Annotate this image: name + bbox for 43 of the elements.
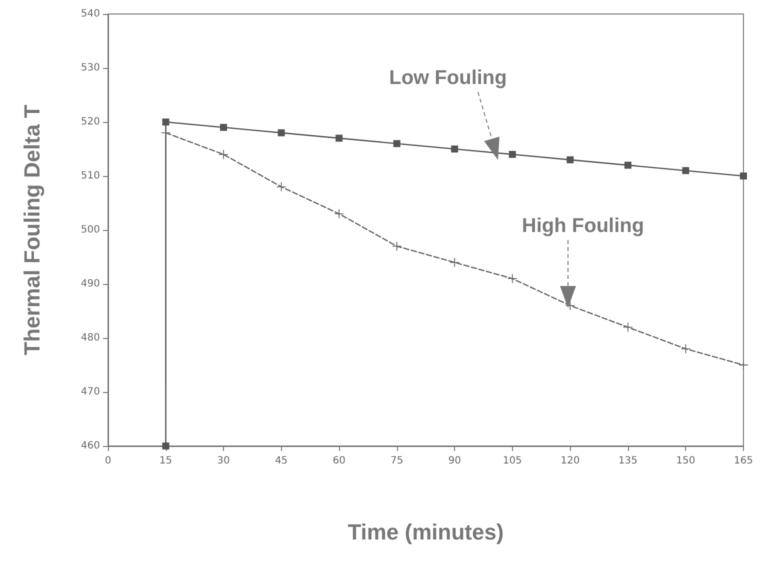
point <box>276 182 286 192</box>
y-axis-title: Thermal Fouling Delta T <box>20 104 44 356</box>
x-tick-label: 45 <box>274 456 288 466</box>
point <box>278 129 285 136</box>
point <box>740 172 747 180</box>
y-tick-label: 510 <box>80 170 100 182</box>
point <box>219 150 228 159</box>
x-tick-label: 165 <box>734 456 754 466</box>
point <box>336 134 343 142</box>
x-tick-label: 90 <box>448 456 461 466</box>
point <box>220 124 228 131</box>
annotation: Low Fouling <box>389 67 507 89</box>
y-tick-label: 490 <box>80 278 100 290</box>
y-tick-label: 480 <box>80 332 100 344</box>
point <box>508 274 517 284</box>
point <box>682 167 690 174</box>
y-tick-label: 520 <box>80 116 100 128</box>
x-tick-label: 75 <box>390 456 404 466</box>
y-tick-label: 460 <box>80 440 100 452</box>
x-tick-label: 60 <box>332 456 346 466</box>
annotation: High Fouling <box>522 215 644 237</box>
x-tick-label: 15 <box>159 456 172 466</box>
point <box>508 150 516 158</box>
x-tick-label: 120 <box>560 456 580 466</box>
y-tick-label: 530 <box>80 62 100 74</box>
x-axis-title: Time (minutes) <box>348 520 504 544</box>
x-tick-label: 0 <box>104 456 112 466</box>
point <box>162 118 170 126</box>
point <box>393 140 400 148</box>
x-tick-label: 30 <box>217 456 230 466</box>
point <box>162 442 170 450</box>
point <box>624 162 632 169</box>
y-tick-label: 470 <box>80 386 100 398</box>
point <box>451 146 458 152</box>
y-tick-label: 540 <box>80 8 100 20</box>
x-tick-label: 135 <box>618 456 638 466</box>
y-tick-label: 500 <box>80 224 100 236</box>
point <box>566 156 574 164</box>
x-tick-label: 150 <box>676 456 696 466</box>
x-tick-label: 105 <box>502 456 522 466</box>
point <box>334 209 344 218</box>
point <box>450 258 460 267</box>
point <box>738 360 748 370</box>
